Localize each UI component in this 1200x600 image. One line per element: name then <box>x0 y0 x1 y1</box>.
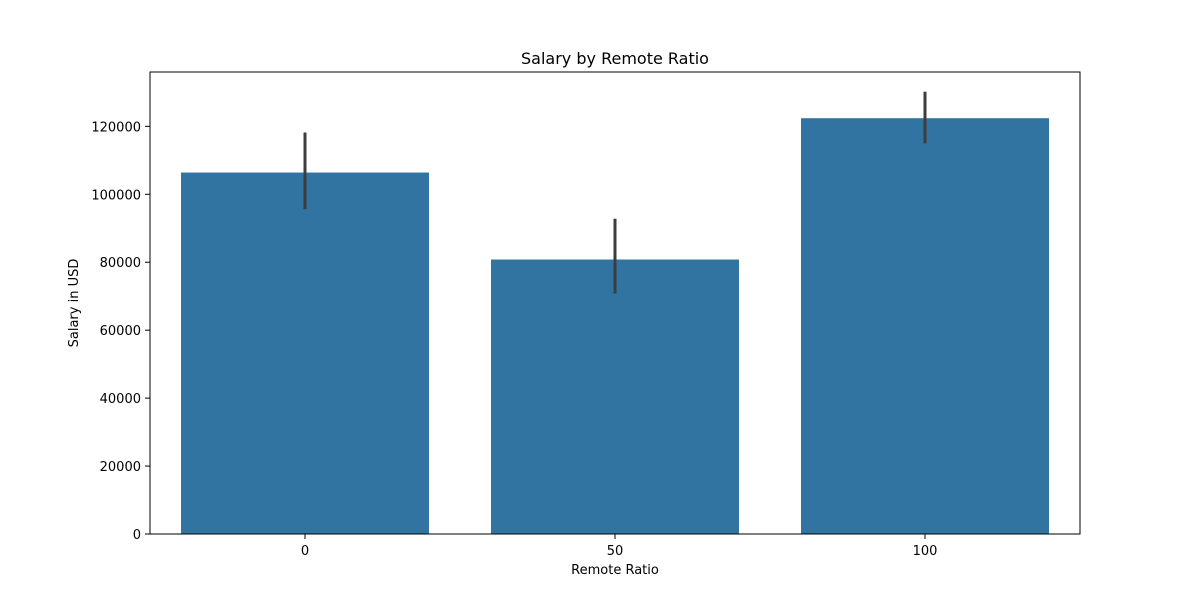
chart-title: Salary by Remote Ratio <box>521 49 709 68</box>
bar-0 <box>181 172 429 535</box>
y-axis-label: Salary in USD <box>67 259 82 348</box>
y-tick-label: 120000 <box>91 120 141 135</box>
y-tick-label: 0 <box>133 528 141 543</box>
y-axis-ticks: 0 20000 40000 60000 80000 100000 120000 <box>91 120 150 543</box>
error-bars-group <box>303 91 927 294</box>
y-tick-label: 100000 <box>91 188 141 203</box>
y-tick-label: 40000 <box>100 392 141 407</box>
x-tick-label: 0 <box>301 544 309 559</box>
x-axis-ticks: 0 50 100 <box>301 534 938 559</box>
y-tick-label: 80000 <box>100 256 141 271</box>
bar-100 <box>801 118 1049 534</box>
bars-group <box>181 118 1049 535</box>
bar-50 <box>491 259 739 534</box>
x-axis-label: Remote Ratio <box>571 563 659 578</box>
y-tick-label: 20000 <box>100 460 141 475</box>
y-tick-label: 60000 <box>100 324 141 339</box>
x-tick-label: 100 <box>913 544 938 559</box>
x-tick-label: 50 <box>607 544 624 559</box>
